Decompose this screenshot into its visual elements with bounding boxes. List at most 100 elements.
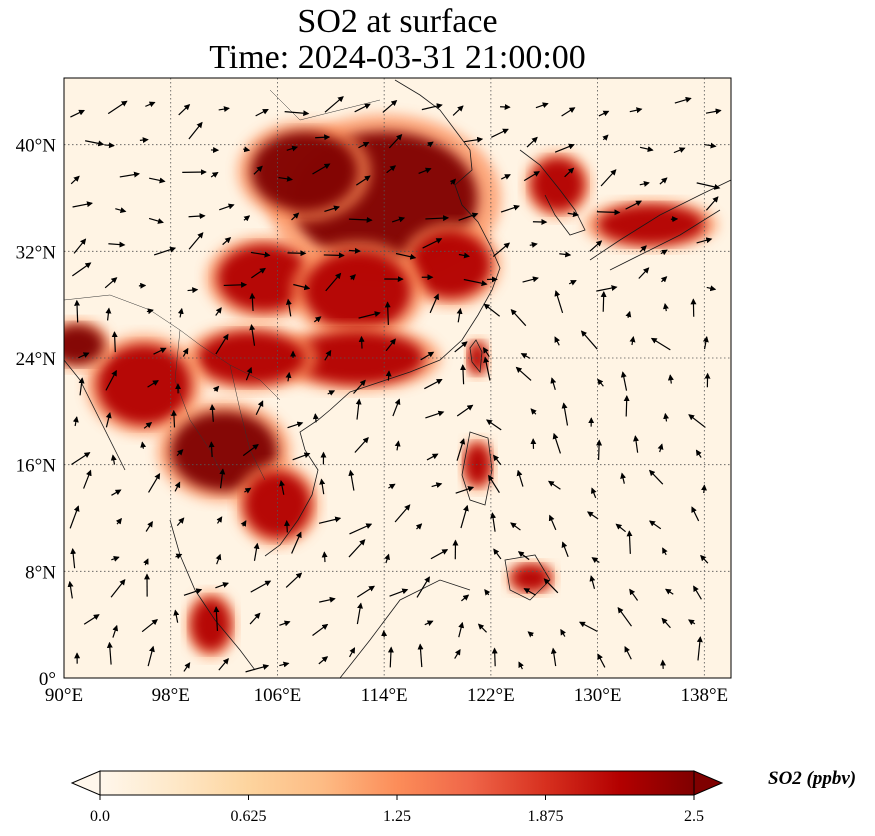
wind-arrow: [491, 647, 498, 667]
lon-tick-label: 90°E: [45, 685, 83, 706]
wind-arrow: [385, 370, 392, 381]
wind-arrow: [85, 140, 105, 147]
wind-arrow: [188, 232, 204, 250]
wind-arrow: [148, 217, 164, 224]
wind-arrow: [279, 479, 285, 495]
wind-arrow: [170, 409, 177, 428]
title-line-2: Time: 2024-03-31 21:00:00: [209, 39, 586, 76]
wind-arrow: [523, 588, 536, 596]
coastline-china: [264, 244, 501, 557]
wind-arrow: [431, 482, 443, 489]
wind-arrow: [145, 101, 156, 108]
wind-arrow: [491, 128, 509, 138]
wind-arrow: [83, 614, 100, 625]
wind-arrow: [561, 402, 569, 426]
wind-arrow: [458, 212, 479, 221]
wind-arrow: [279, 620, 291, 627]
wind-arrow: [249, 323, 256, 346]
wind-arrow: [110, 578, 126, 598]
wind-arrow: [111, 489, 122, 496]
wind-arrow: [617, 606, 632, 627]
wind-arrow: [454, 341, 468, 353]
wind-arrow: [418, 167, 432, 175]
wind-arrow: [696, 636, 703, 661]
lat-tick-label: 0°: [39, 669, 56, 690]
wind-arrow: [319, 478, 326, 495]
wind-arrow: [696, 182, 721, 190]
wind-arrow: [629, 336, 636, 346]
wind-arrow: [327, 390, 336, 396]
wind-arrow: [483, 356, 491, 381]
wind-arrow: [348, 216, 373, 223]
wind-arrow: [421, 103, 443, 111]
wind-arrow: [425, 215, 450, 222]
wind-arrow: [510, 522, 521, 531]
wind-arrow: [111, 556, 120, 562]
wind-arrow: [550, 647, 557, 667]
wind-arrow: [623, 395, 630, 417]
wind-arrow: [348, 539, 366, 558]
lon-tick-label: 106°E: [254, 685, 302, 706]
wind-arrow: [356, 602, 363, 625]
wind-arrow: [633, 435, 640, 453]
wind-arrow: [349, 274, 356, 281]
wind-arrow: [104, 277, 118, 289]
colorbar: 0.0 0.625 1.25 1.875 2.5: [70, 770, 724, 825]
wind-arrow: [527, 631, 535, 638]
wind-arrow: [208, 441, 215, 458]
wind-arrow: [67, 580, 74, 599]
title-line-1: SO2 at surface: [297, 3, 498, 40]
colorbar-tick-label: 0.625: [231, 808, 267, 825]
wind-arrow: [484, 589, 491, 596]
wind-arrow: [591, 557, 600, 564]
wind-arrow: [661, 617, 671, 629]
wind-arrow: [104, 142, 115, 149]
wind-arrow: [620, 371, 628, 391]
wind-arrow: [688, 619, 696, 626]
wind-arrow: [72, 262, 92, 277]
wind-arrow: [321, 551, 328, 563]
wind-arrow: [659, 177, 668, 185]
wind-arrow: [517, 551, 530, 561]
wind-arrow: [249, 292, 256, 312]
wind-arrow: [427, 141, 434, 148]
colorbar-ticks: 0.0 0.625 1.25 1.875 2.5: [90, 795, 704, 825]
wind-arrow: [143, 421, 153, 429]
wind-arrow: [222, 237, 232, 246]
wind-arrow: [458, 621, 465, 638]
wind-arrow: [353, 379, 366, 394]
wind-arrow: [349, 523, 373, 535]
wind-arrow: [638, 267, 650, 279]
wind-arrow: [456, 404, 474, 417]
wind-arrow: [696, 237, 713, 244]
wind-arrow: [212, 385, 220, 393]
wind-arrow: [625, 200, 643, 210]
wind-arrow: [706, 285, 717, 292]
wind-arrow: [176, 517, 185, 527]
coastline-mindanao: [504, 554, 551, 601]
wind-arrow: [522, 276, 539, 283]
wind-arrow: [662, 302, 669, 312]
wind-arrow: [354, 103, 371, 113]
so2-hotspot-malay-peninsula: [185, 591, 236, 659]
wind-arrow: [223, 281, 248, 288]
coastline-borneo: [339, 579, 471, 678]
wind-arrow: [285, 572, 303, 588]
wind-arrow: [249, 612, 261, 625]
wind-arrow: [673, 147, 686, 154]
wind-arrow: [219, 203, 235, 211]
wind-arrow: [705, 196, 719, 211]
wind-arrow: [253, 165, 263, 175]
wind-arrow: [218, 106, 230, 113]
wind-arrow: [188, 213, 206, 220]
wind-arrow: [464, 136, 484, 143]
wind-arrow: [665, 588, 674, 595]
wind-arrow: [325, 272, 342, 292]
wind-arrow: [312, 413, 319, 423]
coastline-bohai: [394, 79, 491, 246]
wind-arrow: [430, 549, 449, 560]
wind-arrow: [183, 662, 191, 672]
wind-arrow: [139, 137, 149, 144]
wind-arrow: [688, 414, 706, 428]
